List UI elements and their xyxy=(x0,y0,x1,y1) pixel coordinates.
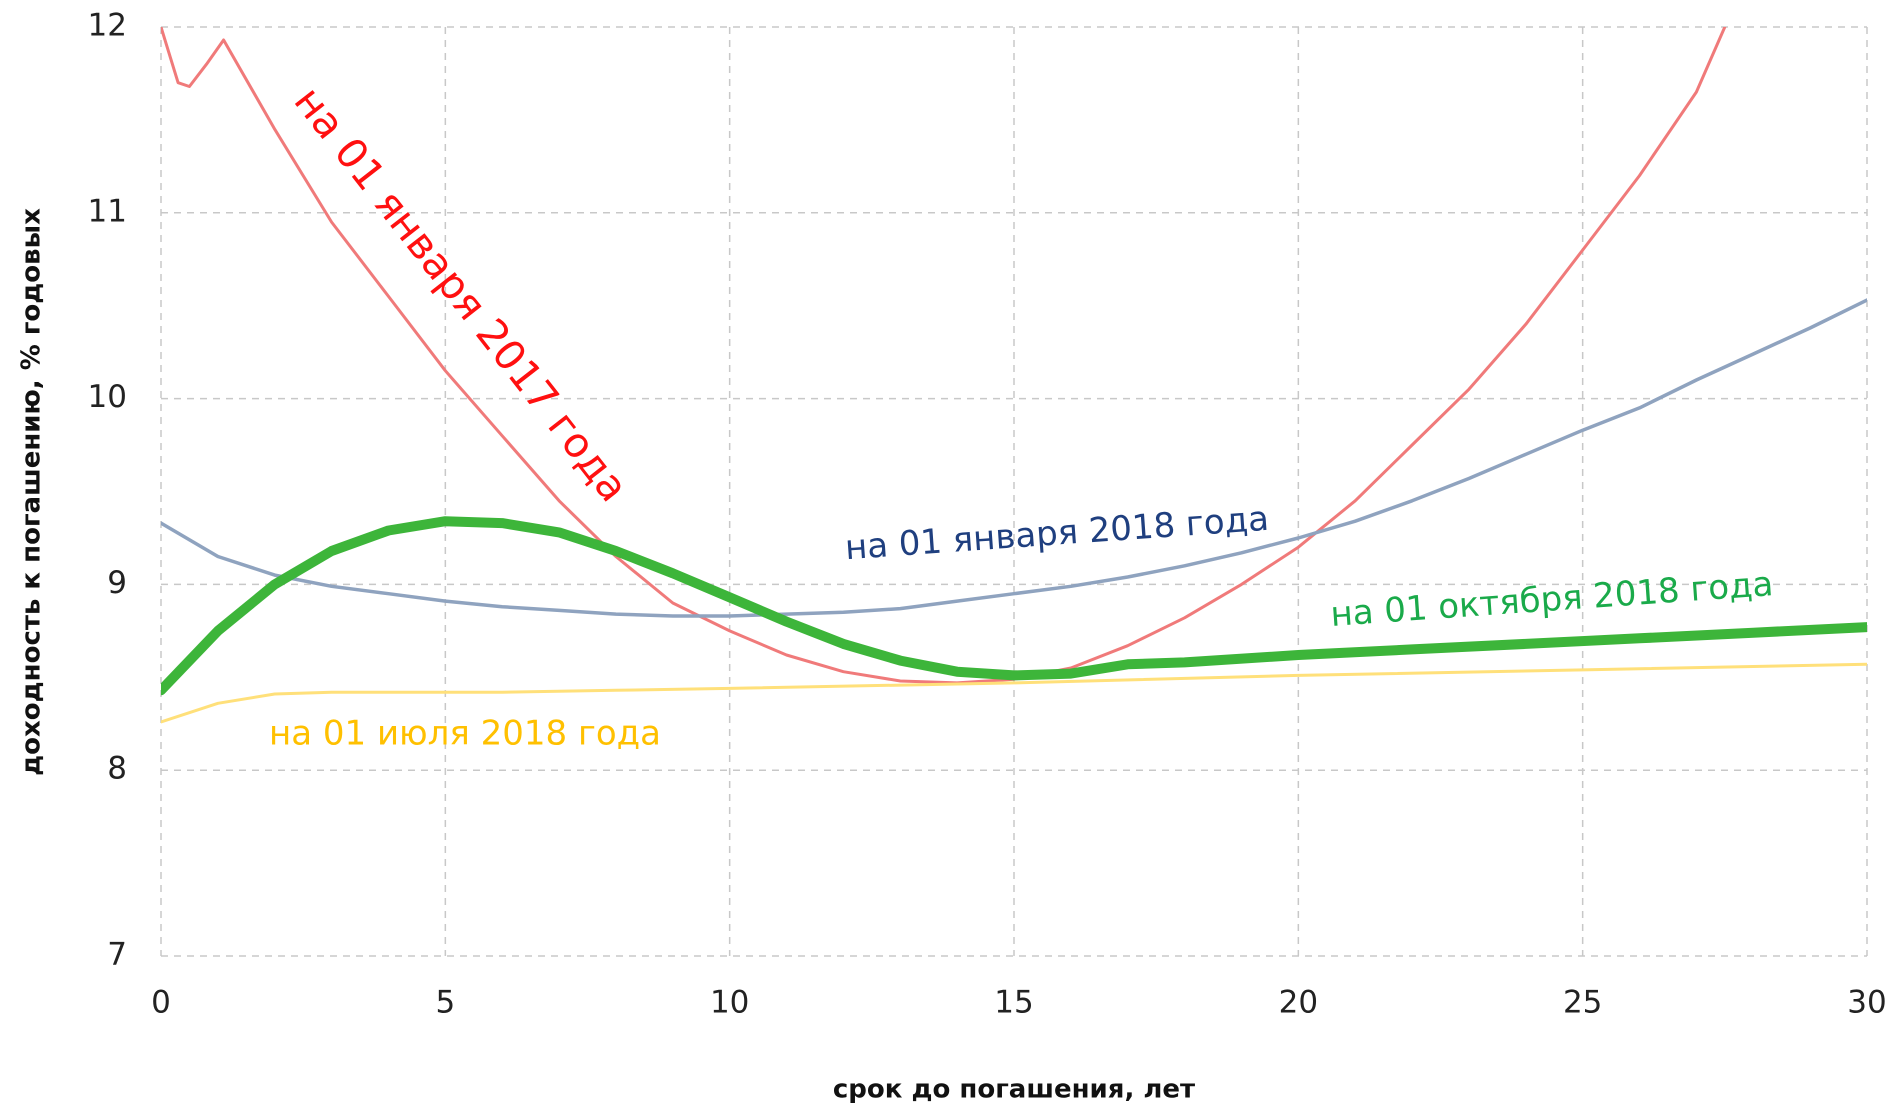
y-tick-label: 8 xyxy=(107,751,127,787)
series-label: на 01 января 2018 года xyxy=(844,499,1270,569)
y-tick-label: 12 xyxy=(88,8,127,44)
series-label: на 01 июля 2018 года xyxy=(269,714,661,754)
x-tick-label: 10 xyxy=(710,985,749,1021)
y-tick-label: 7 xyxy=(107,937,127,973)
x-tick-label: 30 xyxy=(1847,985,1886,1021)
series-line xyxy=(161,298,1867,618)
series-line xyxy=(161,27,1727,685)
series-line xyxy=(161,662,1867,724)
y-axis-title: доходность к погашению, % годовых xyxy=(17,208,47,776)
series-label: на 01 октября 2018 года xyxy=(1329,564,1774,635)
plot-area xyxy=(161,27,1867,724)
x-tick-label: 20 xyxy=(1279,985,1318,1021)
x-tick-label: 0 xyxy=(151,985,171,1021)
x-tick-label: 15 xyxy=(994,985,1033,1021)
y-tick-label: 11 xyxy=(88,193,127,229)
x-tick-label: 5 xyxy=(435,985,455,1021)
y-tick-label: 10 xyxy=(88,379,127,415)
x-tick-label: 25 xyxy=(1563,985,1602,1021)
x-axis-title: срок до погашения, лет xyxy=(833,1075,1195,1105)
y-tick-label: 9 xyxy=(107,565,127,601)
series-label: на 01 января 2017 года xyxy=(285,78,638,511)
series-line xyxy=(161,516,1867,696)
